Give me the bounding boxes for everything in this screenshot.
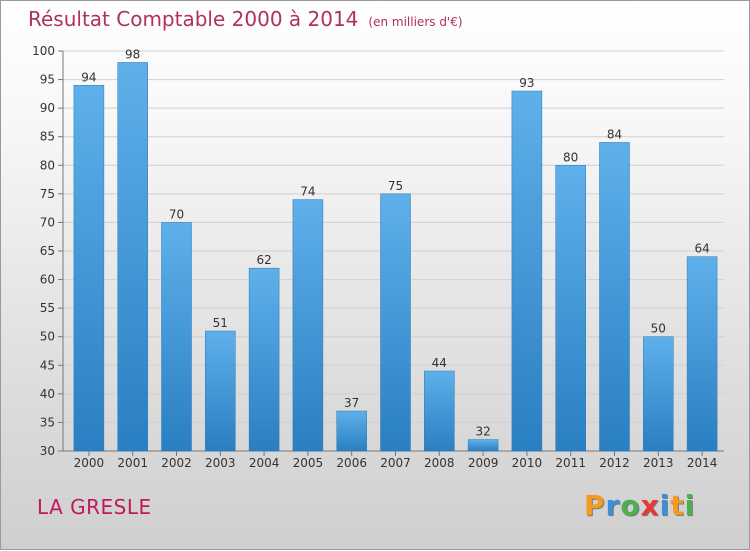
bar-value-label: 84	[607, 127, 622, 141]
x-tick-label: 2000	[74, 456, 105, 470]
x-tick-label: 2008	[424, 456, 455, 470]
logo-letter: P	[584, 489, 606, 522]
bars	[73, 62, 718, 452]
logo-letter: t	[670, 489, 685, 522]
x-tick-label: 2010	[512, 456, 543, 470]
x-tick-label: 2007	[380, 456, 411, 470]
y-tick-label: 70	[40, 215, 55, 229]
x-tick-label: 2011	[555, 456, 586, 470]
bar-value-label: 93	[519, 76, 534, 90]
x-tick-label: 2012	[599, 456, 630, 470]
x-tick-label: 2004	[249, 456, 280, 470]
y-tick-label: 60	[40, 273, 55, 287]
bar	[380, 193, 411, 452]
title-text: Résultat Comptable 2000 à 2014	[28, 7, 359, 31]
bar-value-label: 70	[169, 207, 184, 221]
y-tick-label: 55	[40, 301, 55, 315]
location-name: LA GRESLE	[37, 495, 152, 519]
y-tick-label: 45	[40, 358, 55, 372]
x-tick-label: 2009	[468, 456, 499, 470]
bar	[555, 165, 586, 452]
bar	[511, 90, 543, 452]
labels: 30 35 40 45 50 55 60 65 70 75 80 85 90 95 100 94 2000 98 2…	[32, 44, 717, 470]
bar-value-label: 94	[81, 70, 96, 84]
y-tick-label: 65	[40, 244, 55, 258]
bar	[467, 439, 499, 452]
bar	[161, 222, 192, 452]
bar-value-label: 62	[256, 253, 271, 267]
x-tick-label: 2002	[161, 456, 192, 470]
y-tick-label: 50	[40, 330, 55, 344]
title-unit: (en milliers d'€)	[368, 15, 463, 29]
y-tick-label: 40	[40, 387, 55, 401]
y-tick-label: 100	[32, 44, 55, 58]
bar-value-label: 80	[563, 150, 578, 164]
bar	[292, 199, 324, 452]
bar	[424, 370, 455, 452]
bar-value-label: 32	[475, 425, 490, 439]
x-tick-label: 2005	[293, 456, 324, 470]
bar-value-label: 51	[213, 316, 228, 330]
y-tick-label: 80	[40, 158, 55, 172]
bar	[117, 62, 148, 452]
y-tick-label: 95	[40, 73, 55, 87]
chart-title: Résultat Comptable 2000 à 2014 (en millie…	[28, 7, 463, 31]
bar-value-label: 75	[388, 179, 403, 193]
logo-letter: i	[659, 489, 671, 522]
y-tick-label: 90	[40, 101, 55, 115]
logo-letter: r	[605, 489, 621, 522]
bar-value-label: 37	[344, 396, 359, 410]
x-tick-label: 2013	[643, 456, 674, 470]
y-tick-label: 30	[40, 444, 55, 458]
proxiti-logo: Proxiti	[584, 489, 695, 522]
bar	[248, 267, 280, 452]
bar	[686, 256, 718, 452]
x-tick-label: 2001	[117, 456, 148, 470]
y-tick-label: 85	[40, 130, 55, 144]
logo-letter: x	[640, 489, 660, 522]
bar-value-label: 98	[125, 47, 140, 61]
bar	[643, 336, 674, 452]
bar-value-label: 50	[651, 322, 666, 336]
bar	[205, 330, 236, 452]
logo-letter: o	[620, 489, 641, 522]
bar-value-label: 74	[300, 185, 315, 199]
bar-value-label: 64	[694, 242, 709, 256]
bar	[336, 410, 367, 452]
y-tick-label: 75	[40, 187, 55, 201]
x-tick-label: 2014	[687, 456, 718, 470]
bar-value-label: 44	[432, 356, 447, 370]
bar	[73, 85, 105, 452]
x-tick-label: 2006	[336, 456, 367, 470]
logo-letter: i	[684, 489, 696, 522]
x-tick-label: 2003	[205, 456, 236, 470]
bar	[599, 142, 630, 452]
y-tick-label: 35	[40, 415, 55, 429]
